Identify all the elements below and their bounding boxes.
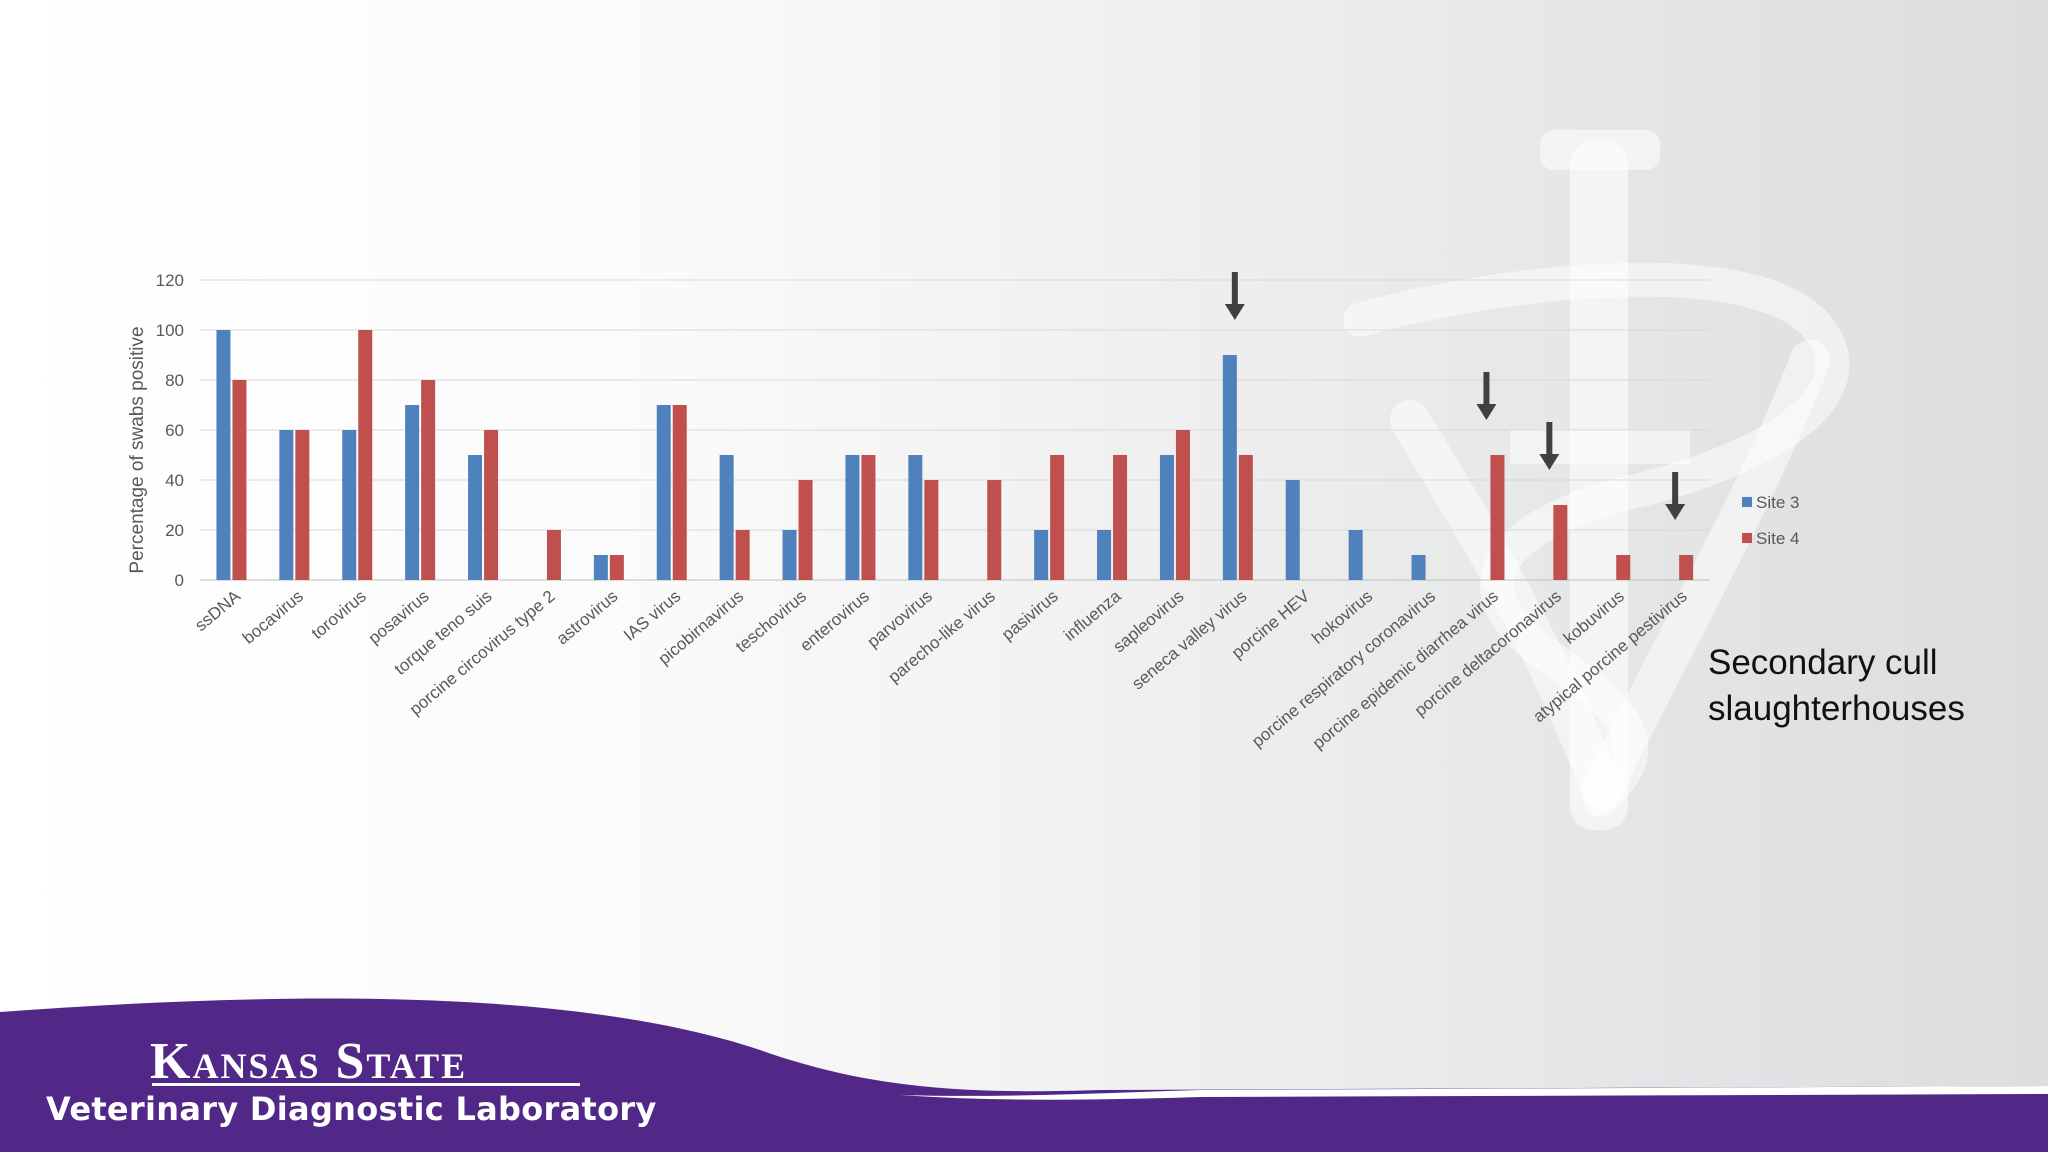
bar-site-4: [232, 380, 247, 580]
callout-arrow: [1224, 272, 1245, 320]
bar-site-4: [735, 530, 750, 580]
bar-site-3: [1285, 480, 1300, 580]
bar-site-4: [798, 480, 813, 580]
bar-site-4: [295, 430, 310, 580]
x-category-label: seneca valley virus: [1128, 587, 1250, 694]
bar-site-3: [1159, 455, 1174, 580]
slide-subtitle: Secondary cull slaughterhouses: [1708, 643, 1965, 728]
bar-site-4: [358, 330, 373, 580]
legend-label: Site 4: [1756, 529, 1799, 548]
legend-swatch: [1742, 533, 1752, 543]
bar-site-3: [279, 430, 294, 580]
bar-site-4: [1238, 455, 1253, 580]
y-tick-label: 80: [165, 371, 184, 390]
grid-lines: [200, 279, 1710, 581]
y-axis-ticks: 0 20 40 60 80 100 120: [156, 271, 184, 590]
bar-site-3: [719, 455, 734, 580]
brand-divider: [152, 1083, 580, 1086]
bar-site-3: [593, 555, 608, 580]
legend-label: Site 3: [1756, 493, 1799, 512]
bar-site-3: [782, 530, 797, 580]
callout-arrow: [1476, 372, 1497, 420]
callout-arrow: [1665, 472, 1686, 520]
arrows: [1224, 272, 1686, 520]
bar-site-4: [924, 480, 939, 580]
bar-site-4: [1490, 455, 1505, 580]
x-category-label: enterovirus: [796, 587, 873, 656]
brand-title: Kansas State: [150, 1033, 468, 1090]
x-category-label: astrovirus: [553, 587, 622, 649]
y-tick-label: 120: [156, 271, 184, 290]
bar-site-3: [1222, 355, 1237, 580]
bar-site-3: [845, 455, 860, 580]
bar-site-3: [1034, 530, 1049, 580]
bar-site-3: [1411, 555, 1426, 580]
x-category-label: torovirus: [308, 587, 370, 643]
y-tick-label: 60: [165, 421, 184, 440]
bar-site-4: [421, 380, 436, 580]
y-tick-label: 40: [165, 471, 184, 490]
bar-site-4: [987, 480, 1002, 580]
bar-site-3: [1097, 530, 1112, 580]
bar-site-4: [1553, 505, 1568, 580]
x-category-label: ssDNA: [191, 586, 244, 635]
brand-subtitle: Veterinary Diagnostic Laboratory: [46, 1090, 657, 1128]
bar-site-4: [1050, 455, 1065, 580]
legend-item: Site 4: [1742, 529, 1799, 548]
footer-band: [0, 998, 2048, 1152]
bar-site-3: [656, 405, 671, 580]
bar-site-3: [216, 330, 231, 580]
bar-site-4: [672, 405, 687, 580]
bar-site-3: [342, 430, 357, 580]
bar-site-4: [484, 430, 499, 580]
bar-site-4: [546, 530, 561, 580]
y-tick-label: 0: [175, 571, 184, 590]
y-axis-label: Percentage of swabs positive: [127, 326, 148, 573]
bar-site-4: [1679, 555, 1694, 580]
bar-site-4: [1113, 455, 1128, 580]
legend-swatch: [1742, 497, 1752, 507]
x-category-label: parecho-like virus: [885, 587, 999, 687]
bar-site-4: [861, 455, 876, 580]
bar-site-3: [468, 455, 483, 580]
callout-arrow: [1539, 422, 1560, 470]
bar-site-3: [405, 405, 420, 580]
x-category-label: bocavirus: [239, 587, 307, 648]
x-category-label: pasivirus: [998, 587, 1062, 645]
bar-site-3: [1348, 530, 1363, 580]
bar-site-3: [908, 455, 923, 580]
y-tick-label: 20: [165, 521, 184, 540]
legend: Site 3 Site 4: [1742, 493, 1799, 548]
y-tick-label: 100: [156, 321, 184, 340]
bar-site-4: [1175, 430, 1190, 580]
bar-site-4: [609, 555, 624, 580]
legend-item: Site 3: [1742, 493, 1799, 512]
bar-site-4: [1616, 555, 1631, 580]
bars: [216, 330, 1694, 580]
